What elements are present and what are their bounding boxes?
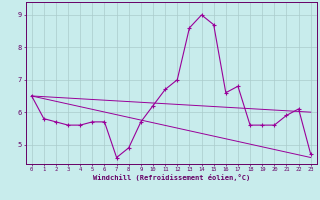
X-axis label: Windchill (Refroidissement éolien,°C): Windchill (Refroidissement éolien,°C) — [92, 174, 250, 181]
